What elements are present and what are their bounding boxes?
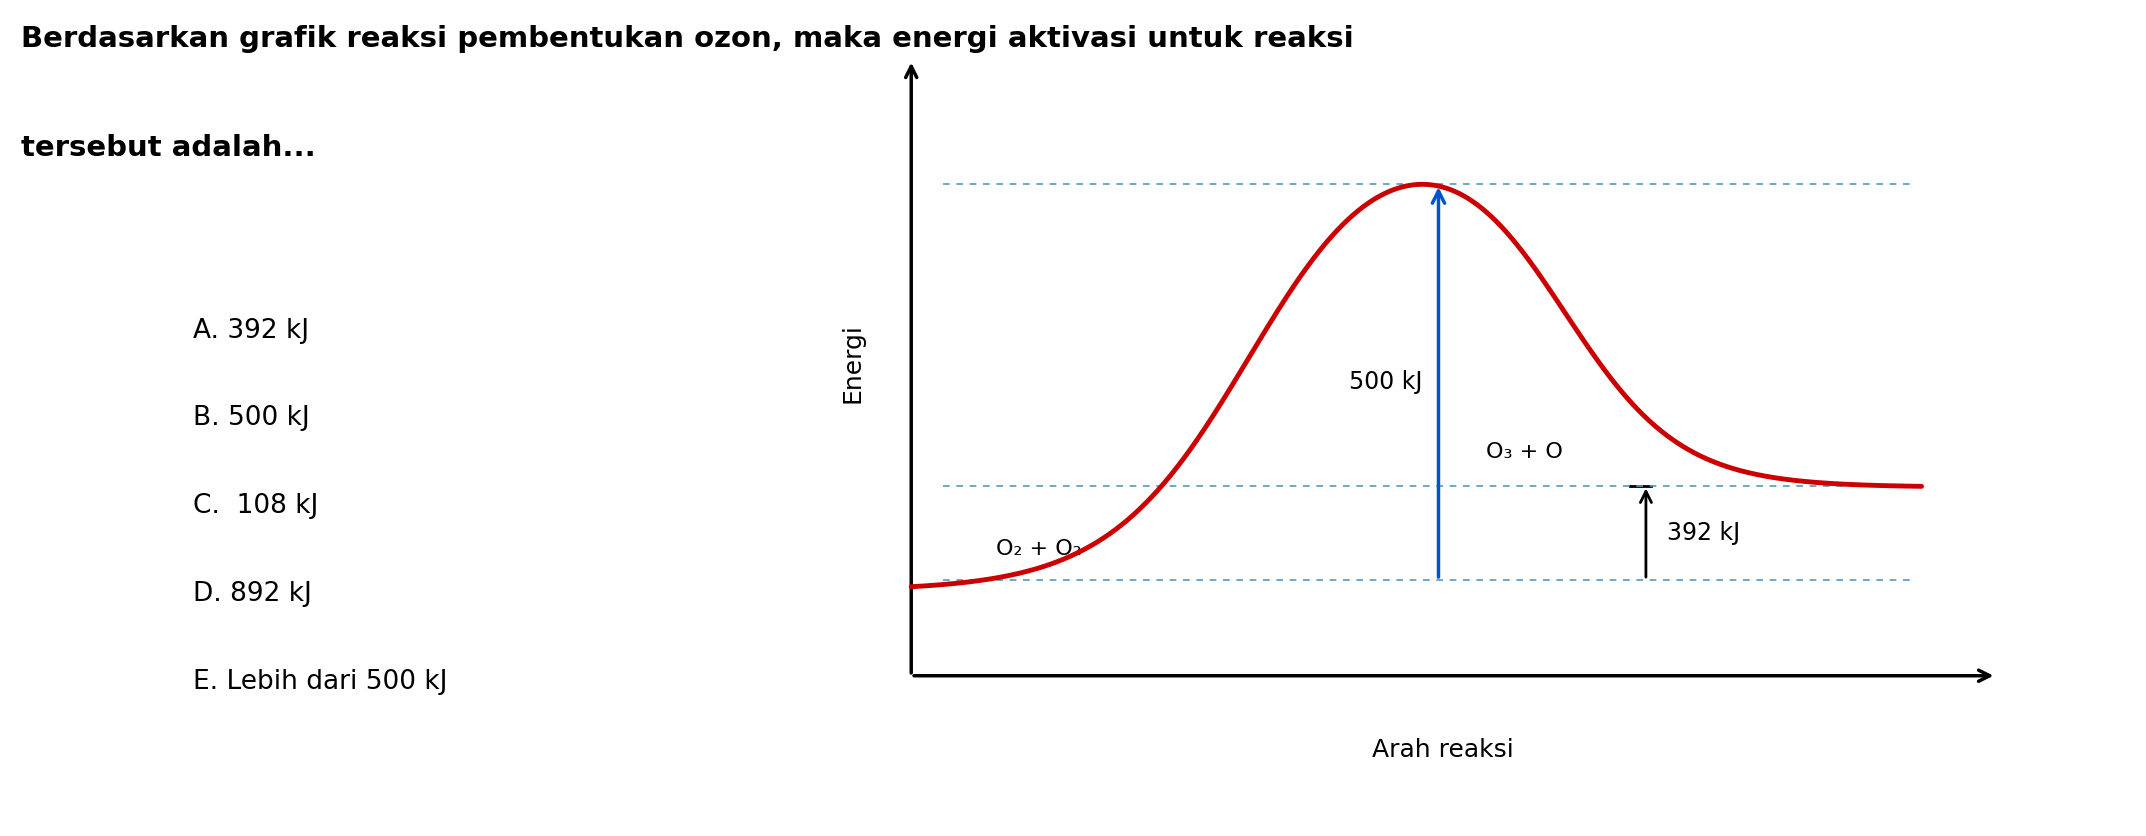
Text: E. Lebih dari 500 kJ: E. Lebih dari 500 kJ xyxy=(193,669,449,695)
Text: C.  108 kJ: C. 108 kJ xyxy=(193,493,318,519)
Text: B. 500 kJ: B. 500 kJ xyxy=(193,405,309,431)
Text: O₂ + O₂: O₂ + O₂ xyxy=(996,539,1082,558)
Text: Energi: Energi xyxy=(841,323,865,403)
Text: 500 kJ: 500 kJ xyxy=(1350,370,1423,394)
Text: Arah reaksi: Arah reaksi xyxy=(1371,738,1515,762)
Text: 392 kJ: 392 kJ xyxy=(1667,521,1740,545)
Text: D. 892 kJ: D. 892 kJ xyxy=(193,581,311,607)
Text: Berdasarkan grafik reaksi pembentukan ozon, maka energi aktivasi untuk reaksi: Berdasarkan grafik reaksi pembentukan oz… xyxy=(21,25,1354,53)
Text: A. 392 kJ: A. 392 kJ xyxy=(193,318,309,344)
Text: tersebut adalah...: tersebut adalah... xyxy=(21,134,315,161)
Text: O₃ + O: O₃ + O xyxy=(1487,441,1562,461)
